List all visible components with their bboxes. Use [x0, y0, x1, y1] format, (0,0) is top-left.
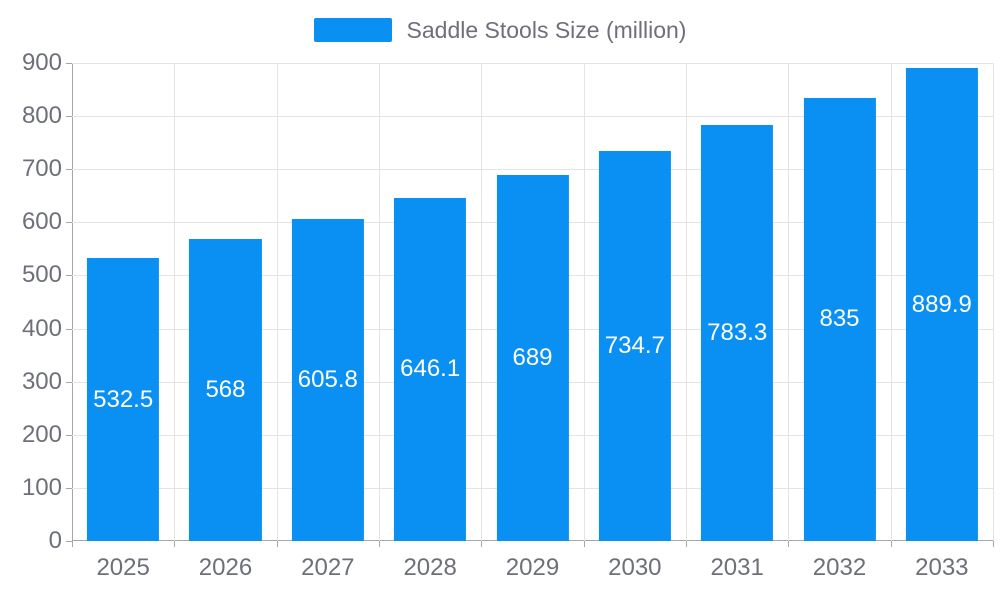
- y-axis-tick: [66, 169, 72, 171]
- y-axis-tick: [66, 541, 72, 542]
- x-axis-label: 2031: [710, 554, 764, 581]
- legend-swatch: [313, 18, 392, 42]
- plot-area: 0 100 200 300 400 500 600 700 800 900 532.5 2025 568…: [22, 49, 994, 581]
- h-gridline: [72, 63, 993, 64]
- x-axis-tick: [378, 541, 380, 547]
- h-gridline: [72, 169, 993, 171]
- x-axis-tick: [788, 541, 790, 547]
- bar[interactable]: 889.9: [905, 68, 978, 541]
- bar[interactable]: 605.8: [291, 219, 364, 541]
- y-axis-tick: [66, 63, 72, 64]
- y-axis-label: 500: [21, 261, 62, 289]
- x-axis-label: 2032: [812, 554, 867, 581]
- bar[interactable]: 532.5: [87, 258, 160, 541]
- x-axis-label: 2026: [198, 554, 253, 581]
- y-axis-label: 700: [21, 155, 62, 183]
- bar-value-label: 605.8: [297, 366, 358, 394]
- y-axis-label: 400: [21, 314, 62, 342]
- x-axis-tick: [685, 541, 687, 547]
- y-axis-tick: [66, 381, 72, 383]
- v-gridline: [481, 63, 483, 541]
- y-axis-label: 600: [21, 208, 62, 236]
- h-gridline: [72, 116, 993, 118]
- bar-value-label: 734.7: [604, 331, 665, 359]
- y-axis-label: 800: [21, 102, 62, 130]
- y-axis-tick: [66, 434, 72, 436]
- bar-value-label: 568: [205, 376, 246, 404]
- bar[interactable]: 783.3: [701, 124, 774, 541]
- v-gridline: [174, 63, 176, 541]
- x-axis-tick: [276, 541, 278, 547]
- bar[interactable]: 835: [803, 97, 876, 541]
- v-gridline: [685, 63, 687, 541]
- bar[interactable]: 646.1: [394, 197, 467, 541]
- bar-value-label: 646.1: [400, 355, 461, 383]
- x-axis-tick: [890, 541, 892, 547]
- x-axis-tick: [481, 541, 483, 547]
- v-gridline: [788, 63, 790, 541]
- y-axis-label: 900: [21, 49, 62, 76]
- x-axis-tick: [174, 541, 176, 547]
- y-axis-label: 0: [48, 527, 62, 554]
- x-axis-tick: [583, 541, 585, 547]
- x-axis-tick: [72, 541, 73, 547]
- v-gridline: [276, 63, 278, 541]
- legend-item[interactable]: Saddle Stools Size (million): [0, 18, 1000, 42]
- bar-value-label: 835: [819, 305, 860, 333]
- y-axis-line: [72, 63, 73, 541]
- x-axis-label: 2029: [505, 554, 560, 581]
- y-axis-tick: [66, 116, 72, 118]
- x-axis-label: 2027: [301, 554, 355, 581]
- y-axis-label: 200: [21, 420, 62, 448]
- bar-value-label: 532.5: [93, 385, 154, 413]
- bar-value-label: 783.3: [707, 318, 768, 346]
- bar-value-label: 689: [512, 344, 553, 372]
- y-axis-tick: [66, 275, 72, 277]
- v-gridline: [890, 63, 892, 541]
- v-gridline: [993, 63, 994, 541]
- y-axis-tick: [66, 328, 72, 330]
- bar-value-label: 889.9: [911, 290, 972, 318]
- legend-label: Saddle Stools Size (million): [406, 16, 687, 43]
- bar[interactable]: 734.7: [598, 150, 671, 541]
- v-gridline: [583, 63, 585, 541]
- bar[interactable]: 689: [496, 175, 569, 541]
- y-axis-label: 100: [21, 473, 62, 501]
- x-axis-label: 2030: [608, 554, 662, 581]
- y-axis-tick: [66, 222, 72, 224]
- x-axis-label: 2033: [915, 554, 969, 581]
- bar[interactable]: 568: [189, 239, 262, 541]
- y-axis-label: 300: [21, 367, 62, 395]
- x-axis-tick: [993, 541, 994, 547]
- y-axis-tick: [66, 487, 72, 489]
- v-gridline: [378, 63, 380, 541]
- x-axis-label: 2028: [403, 554, 457, 581]
- x-axis-label: 2025: [96, 554, 150, 581]
